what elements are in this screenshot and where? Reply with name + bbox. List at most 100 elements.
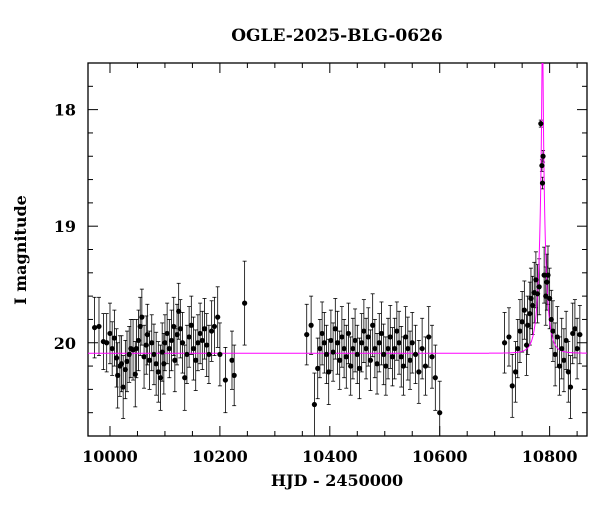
data-point [367, 357, 374, 363]
data-point [242, 300, 248, 306]
data-point [211, 323, 217, 330]
data-point [416, 369, 422, 375]
data-point [383, 363, 389, 369]
data-point [372, 345, 378, 352]
data-point [378, 330, 385, 337]
data-point [197, 330, 203, 337]
data-point [398, 354, 404, 360]
data-point [317, 345, 323, 352]
data-point [143, 342, 149, 348]
data-point [137, 323, 143, 330]
data-point [162, 340, 168, 346]
data-point [113, 355, 120, 361]
data-point [534, 291, 541, 297]
data-point [321, 340, 327, 346]
data-point [539, 162, 545, 169]
data-point [204, 342, 210, 348]
data-point [176, 308, 182, 314]
data-point [157, 375, 164, 381]
data-point [422, 363, 429, 369]
data-point [376, 340, 382, 346]
data-point [104, 340, 110, 346]
data-point [217, 351, 223, 358]
data-point [407, 357, 413, 363]
error-bars [92, 119, 582, 436]
data-point [201, 326, 208, 332]
data-point [552, 351, 558, 358]
data-point [506, 334, 512, 340]
data-point [548, 316, 554, 323]
data-point [400, 363, 407, 369]
data-point [523, 342, 530, 348]
data-point [132, 371, 138, 377]
data-point [168, 337, 175, 344]
data-point [193, 357, 199, 363]
data-point [533, 277, 539, 283]
data-point [126, 351, 132, 358]
data-point [543, 293, 549, 299]
axis-ticks [88, 62, 587, 437]
data-point [356, 365, 363, 371]
data-point [387, 334, 393, 340]
data-point [563, 337, 569, 344]
data-point [124, 358, 130, 364]
data-point [215, 314, 221, 320]
data-point [341, 345, 347, 352]
data-point [231, 372, 237, 378]
data-point [570, 330, 576, 337]
x-axis-label: HJD - 2450000 [271, 471, 403, 490]
data-point [554, 334, 560, 340]
data-point [319, 330, 325, 337]
data-point [146, 357, 153, 363]
data-point [389, 354, 396, 360]
data-point [91, 324, 98, 331]
data-point [209, 328, 215, 334]
data-point [574, 345, 580, 352]
data-point [184, 351, 190, 358]
data-point [352, 337, 358, 344]
data-point [343, 354, 349, 360]
data-point [517, 328, 523, 334]
data-point [186, 334, 192, 340]
data-point [172, 357, 178, 363]
data-point [107, 330, 113, 337]
data-point [512, 369, 519, 375]
data-point [577, 331, 583, 338]
chart-title: OGLE-2025-BLG-0626 [231, 26, 443, 46]
x-tick-label: 10800 [522, 447, 578, 466]
data-point [122, 366, 128, 373]
axis-tick-labels: 10000 10200 10400 10600 10800 18 19 20 [54, 101, 578, 466]
data-point [229, 357, 235, 363]
data-point [315, 365, 321, 371]
data-point [166, 345, 172, 352]
data-point [509, 383, 515, 389]
data-point [141, 354, 147, 360]
data-point [525, 322, 531, 328]
data-point [538, 121, 544, 127]
x-tick-label: 10000 [82, 447, 138, 466]
data-point [519, 319, 525, 325]
data-point [115, 372, 121, 378]
microlensing-model-curve [88, 63, 587, 354]
x-tick-label: 10400 [302, 447, 358, 466]
data-point [190, 345, 197, 352]
data-point [206, 351, 212, 358]
data-point [539, 180, 546, 186]
data-point [354, 351, 360, 358]
data-point [171, 323, 177, 330]
data-point [159, 349, 165, 355]
data-point [96, 323, 102, 330]
data-point [559, 345, 565, 352]
data-point [385, 345, 391, 352]
data-point [529, 302, 536, 309]
data-point [419, 345, 425, 352]
data-point [199, 337, 205, 344]
data-point [328, 337, 334, 344]
y-tick-label: 20 [54, 334, 76, 353]
data-point [133, 345, 139, 352]
data-point [394, 328, 400, 334]
data-point [412, 351, 419, 358]
data-point [222, 377, 228, 383]
y-tick-label: 19 [54, 217, 76, 236]
data-point [363, 345, 369, 352]
